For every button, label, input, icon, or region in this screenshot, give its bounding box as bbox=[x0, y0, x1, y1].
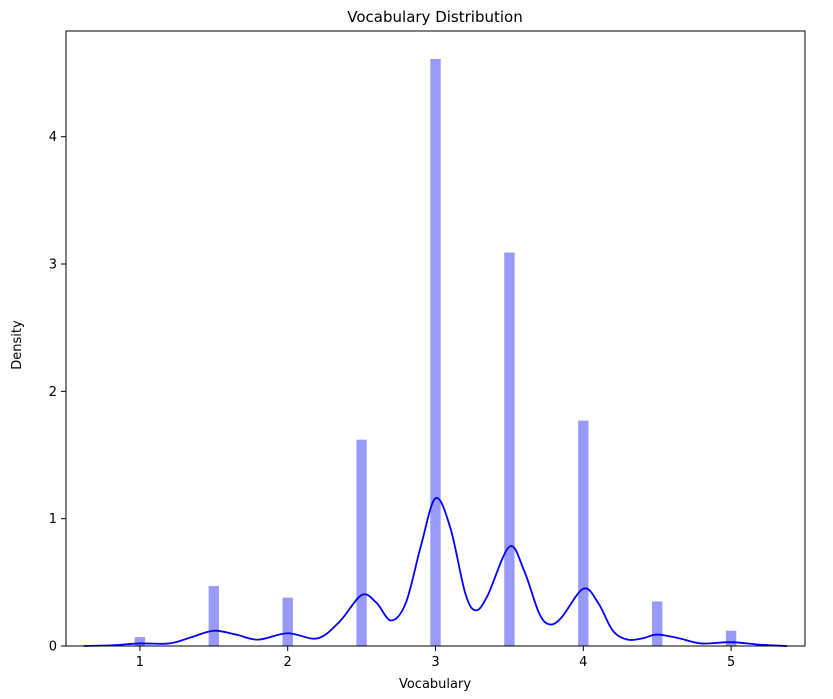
x-tick-label: 2 bbox=[284, 655, 292, 670]
histogram-bar bbox=[725, 630, 737, 646]
histogram-bar bbox=[578, 420, 589, 646]
kde-curve bbox=[83, 497, 788, 647]
x-tick-label: 1 bbox=[136, 655, 144, 670]
x-axis-label: Vocabulary bbox=[399, 677, 471, 692]
y-tick-label: 1 bbox=[49, 512, 57, 527]
histogram-bar bbox=[356, 439, 367, 646]
x-tick-label: 5 bbox=[727, 655, 735, 670]
x-axis-ticks: 1 2 3 4 5 bbox=[136, 646, 735, 670]
chart-title: Vocabulary Distribution bbox=[347, 8, 522, 26]
x-tick-label: 4 bbox=[579, 655, 587, 670]
histogram-bars bbox=[134, 59, 737, 646]
kde-series bbox=[83, 497, 788, 647]
histogram-bar bbox=[282, 597, 293, 646]
y-axis-label: Density bbox=[10, 320, 25, 370]
histogram-bar bbox=[208, 586, 219, 646]
y-axis-ticks: 0 1 2 3 4 bbox=[49, 130, 66, 655]
histogram-bar bbox=[652, 601, 663, 646]
y-tick-label: 0 bbox=[49, 640, 57, 655]
histogram-bar bbox=[430, 59, 441, 646]
y-tick-label: 3 bbox=[49, 258, 57, 273]
histogram-bar bbox=[134, 637, 146, 646]
y-tick-label: 4 bbox=[49, 130, 57, 145]
histogram-bar bbox=[504, 252, 515, 646]
x-tick-label: 3 bbox=[431, 655, 439, 670]
y-tick-label: 2 bbox=[49, 385, 57, 400]
